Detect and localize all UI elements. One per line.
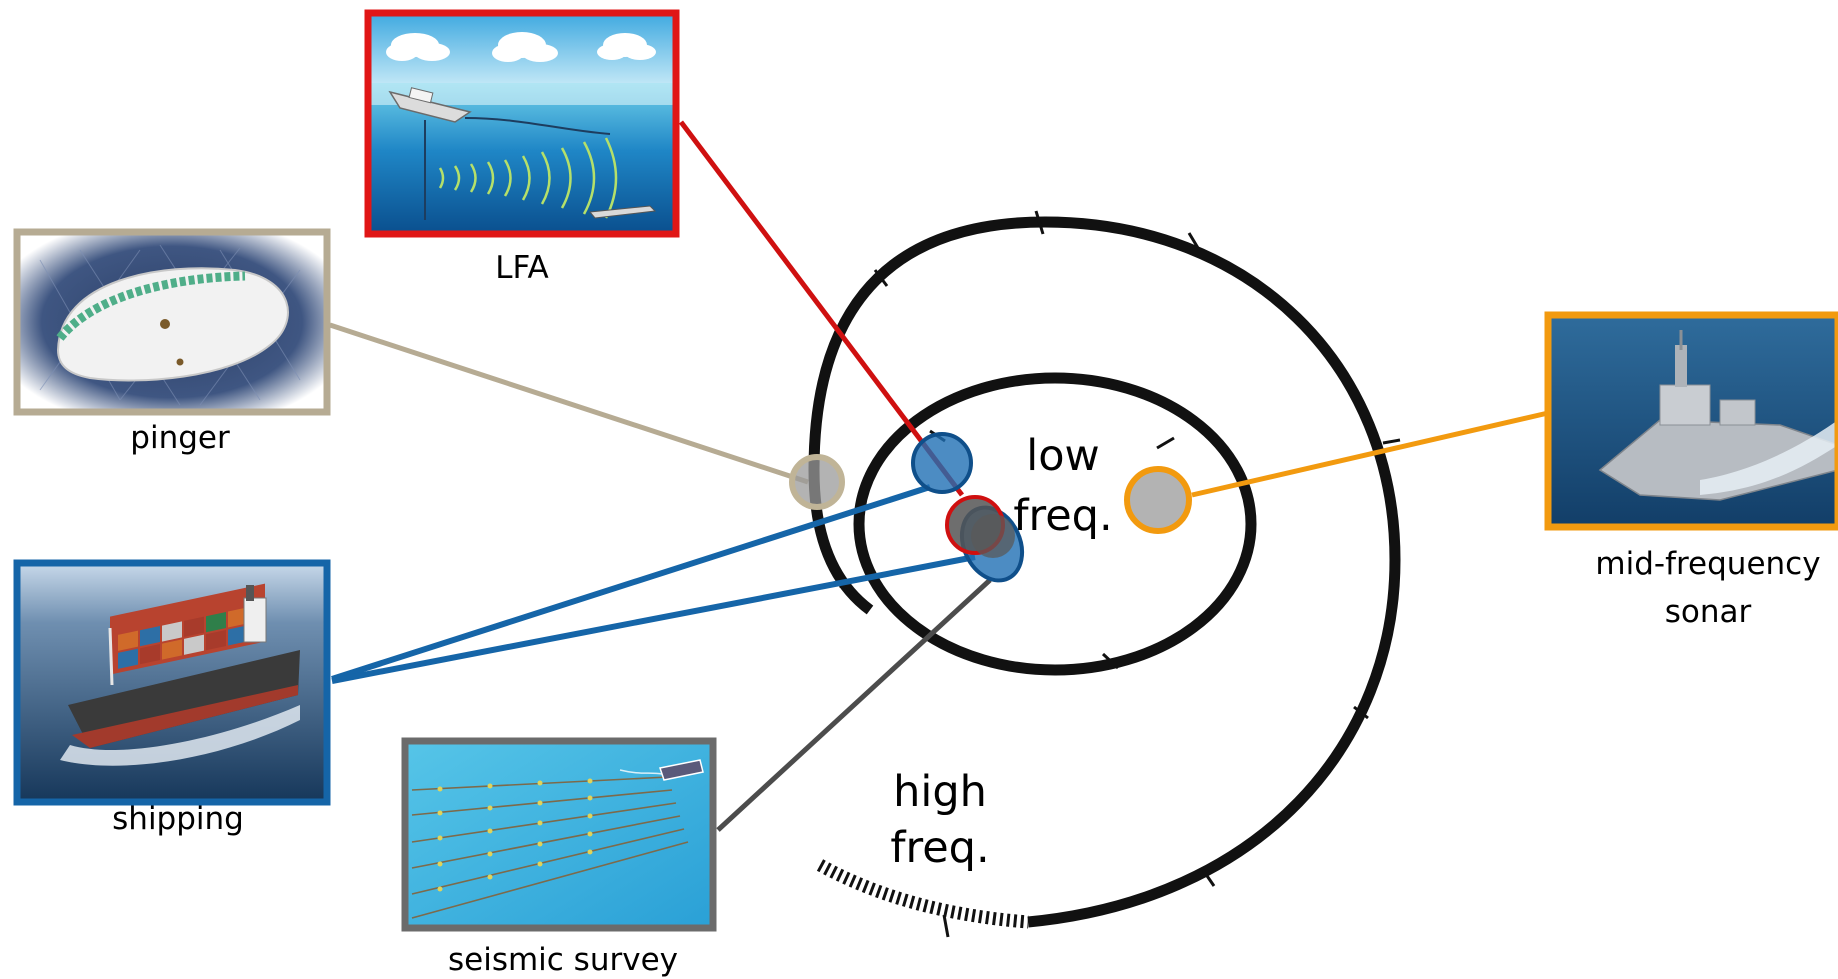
wake: [60, 705, 300, 766]
pinger-marker: [789, 454, 845, 510]
shipping-connector-2: [331, 554, 976, 684]
seismic-label: seismic survey: [448, 942, 678, 978]
spiral-inner-ring: [853, 372, 1257, 676]
seismic-marker: [971, 514, 1015, 558]
submarine-icon: [589, 205, 657, 219]
midfreq-marker: [1124, 466, 1192, 534]
lfa-panel: [364, 9, 680, 238]
shipping-marker: [911, 432, 973, 494]
cloud-icon: [386, 32, 656, 62]
lfa-connector: [679, 120, 964, 497]
wake: [1700, 420, 1838, 495]
svg-text:high: high: [893, 767, 987, 817]
pinger-connector: [329, 322, 809, 485]
source-markers: [789, 432, 1192, 583]
spiral-dashed-tail: [816, 859, 1029, 929]
svg-text:freq.: freq.: [1013, 491, 1112, 541]
pinger-icon: [56, 267, 289, 382]
ship-icon: [388, 87, 472, 123]
lfa-label: LFA: [495, 250, 548, 286]
shipping-connector-1: [331, 484, 931, 682]
midfreq-panel: [1544, 311, 1838, 531]
shipping-label: shipping: [112, 801, 244, 837]
seismic-connector: [716, 578, 992, 832]
cargo-ship-icon: [68, 583, 300, 748]
tow-cable: [464, 117, 611, 135]
svg-text:freq.: freq.: [890, 823, 989, 873]
low-frequency-label: low freq.: [1013, 431, 1112, 541]
pinger-panel: [13, 228, 331, 416]
pinger-label: pinger: [130, 420, 230, 456]
midfreq-label: mid-frequency: [1595, 546, 1820, 582]
seismic-panel: [401, 737, 717, 932]
high-frequency-label: high freq.: [890, 767, 989, 873]
warship-icon: [1598, 330, 1838, 501]
streamer-markers: [437, 778, 593, 892]
midfreq-label-line2: sonar: [1665, 594, 1752, 630]
connector-lines: [329, 120, 1549, 832]
svg-text:low: low: [1026, 431, 1099, 481]
shipping-panel: [13, 559, 331, 806]
midfreq-connector: [1191, 410, 1549, 498]
seismic-vessel-icon: [659, 759, 704, 781]
